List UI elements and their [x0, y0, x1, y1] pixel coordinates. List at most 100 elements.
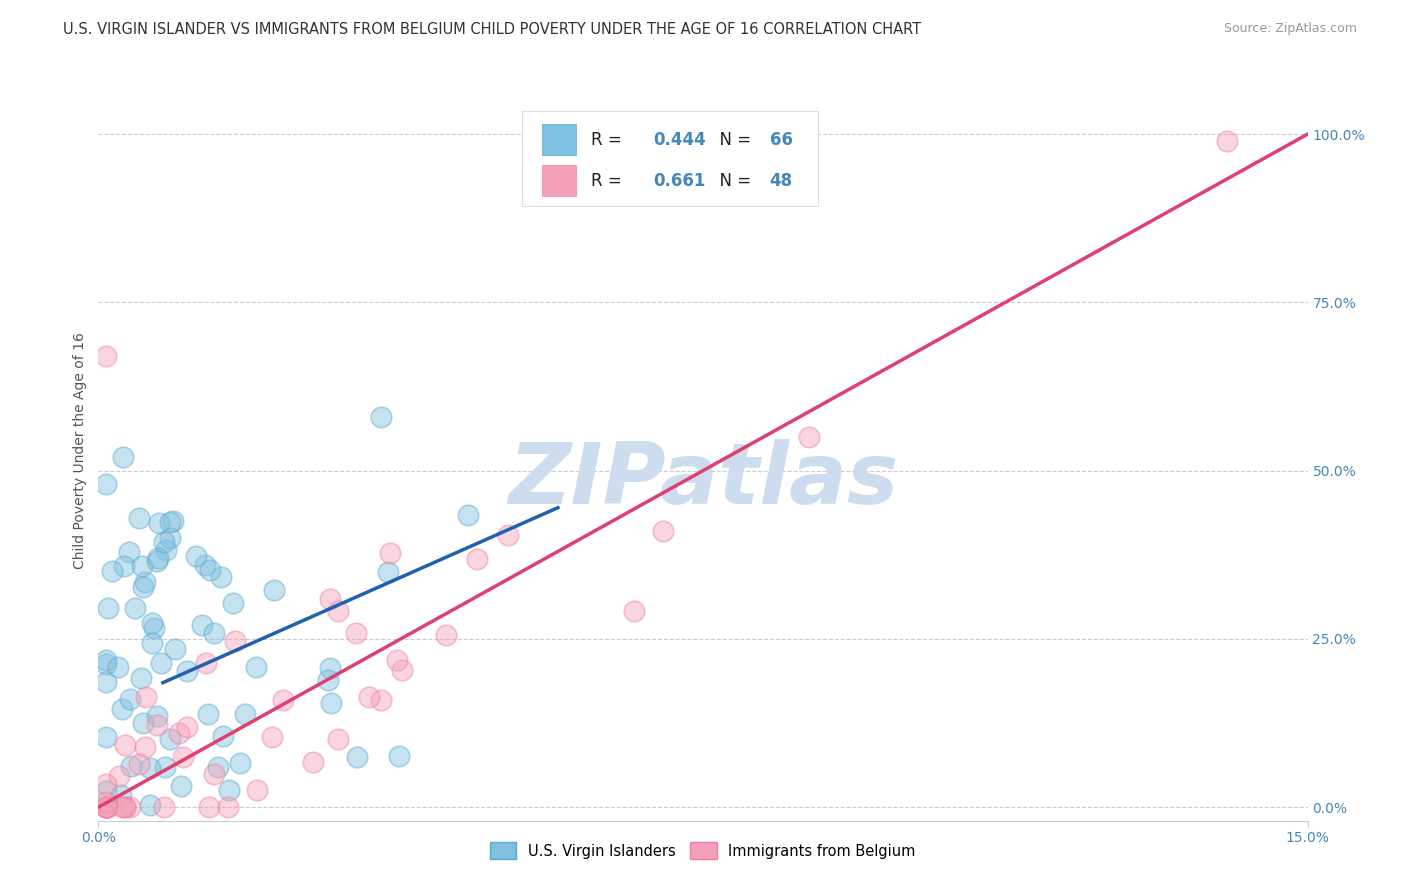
Point [370, 409, 392, 424]
Point [457, 508, 479, 522]
Point [129, 671, 152, 685]
Point [391, 664, 413, 678]
Point [623, 604, 645, 618]
Point [112, 558, 135, 573]
Point [162, 514, 184, 528]
Point [1216, 134, 1239, 148]
Point [111, 702, 134, 716]
Point [152, 535, 174, 549]
Point [96, 477, 118, 491]
Point [319, 661, 342, 675]
Point [146, 551, 169, 566]
Point [143, 621, 166, 635]
Point [96, 796, 118, 810]
Point [145, 554, 167, 568]
Point [359, 690, 381, 705]
Point [209, 570, 232, 584]
FancyBboxPatch shape [522, 112, 818, 206]
Point [141, 636, 163, 650]
Point [114, 800, 136, 814]
Point [263, 582, 285, 597]
Point [218, 783, 240, 797]
Point [346, 750, 368, 764]
FancyBboxPatch shape [543, 165, 576, 196]
Point [176, 665, 198, 679]
Point [377, 566, 399, 580]
Point [132, 716, 155, 731]
Point [260, 730, 283, 744]
Point [651, 524, 673, 539]
Point [172, 750, 194, 764]
Point [139, 761, 162, 775]
Point [198, 800, 221, 814]
Point [114, 800, 136, 814]
Text: U.S. VIRGIN ISLANDER VS IMMIGRANTS FROM BELGIUM CHILD POVERTY UNDER THE AGE OF 1: U.S. VIRGIN ISLANDER VS IMMIGRANTS FROM … [63, 22, 921, 37]
Point [146, 717, 169, 731]
Legend: U.S. Virgin Islanders, Immigrants from Belgium: U.S. Virgin Islanders, Immigrants from B… [485, 837, 921, 865]
Point [134, 740, 156, 755]
Point [107, 660, 129, 674]
Point [141, 616, 163, 631]
Point [197, 706, 219, 721]
Point [799, 430, 821, 444]
Text: R =: R = [591, 171, 627, 190]
Point [148, 516, 170, 530]
Point [96, 800, 118, 814]
Point [496, 528, 519, 542]
Y-axis label: Child Poverty Under the Age of 16: Child Poverty Under the Age of 16 [73, 332, 87, 569]
Point [202, 626, 225, 640]
Point [217, 800, 239, 814]
Point [96, 800, 118, 814]
Point [159, 515, 181, 529]
Point [202, 766, 225, 780]
Point [387, 653, 409, 667]
Point [159, 532, 181, 546]
Point [96, 731, 118, 745]
Text: 48: 48 [769, 171, 793, 190]
Point [319, 591, 342, 606]
Point [194, 558, 217, 572]
Point [96, 674, 118, 689]
Point [229, 756, 252, 770]
Point [316, 673, 339, 687]
Point [221, 596, 243, 610]
FancyBboxPatch shape [543, 124, 576, 155]
Point [128, 757, 150, 772]
Point [145, 709, 167, 723]
Point [326, 732, 349, 747]
Point [120, 800, 142, 814]
Text: 0.661: 0.661 [654, 171, 706, 190]
Point [139, 797, 162, 812]
Point [211, 729, 233, 743]
Point [233, 706, 256, 721]
Text: R =: R = [591, 130, 627, 149]
Point [165, 642, 187, 657]
Point [159, 732, 181, 747]
Point [195, 657, 218, 671]
Point [155, 543, 177, 558]
Point [150, 656, 173, 670]
Point [96, 800, 118, 814]
Point [101, 565, 124, 579]
Point [135, 690, 157, 704]
Point [114, 738, 136, 752]
Text: Source: ZipAtlas.com: Source: ZipAtlas.com [1223, 22, 1357, 36]
Point [96, 777, 118, 791]
Point [124, 600, 146, 615]
Point [118, 692, 141, 706]
Point [131, 558, 153, 573]
Point [436, 628, 458, 642]
Point [111, 800, 134, 814]
Point [111, 450, 134, 465]
Point [326, 604, 349, 618]
Point [120, 758, 142, 772]
Point [224, 634, 246, 648]
Point [245, 660, 267, 674]
Point [344, 625, 367, 640]
Point [301, 756, 323, 770]
Point [191, 618, 214, 632]
Point [152, 800, 174, 814]
Point [96, 349, 118, 363]
Point [97, 800, 120, 814]
Point [169, 779, 191, 793]
